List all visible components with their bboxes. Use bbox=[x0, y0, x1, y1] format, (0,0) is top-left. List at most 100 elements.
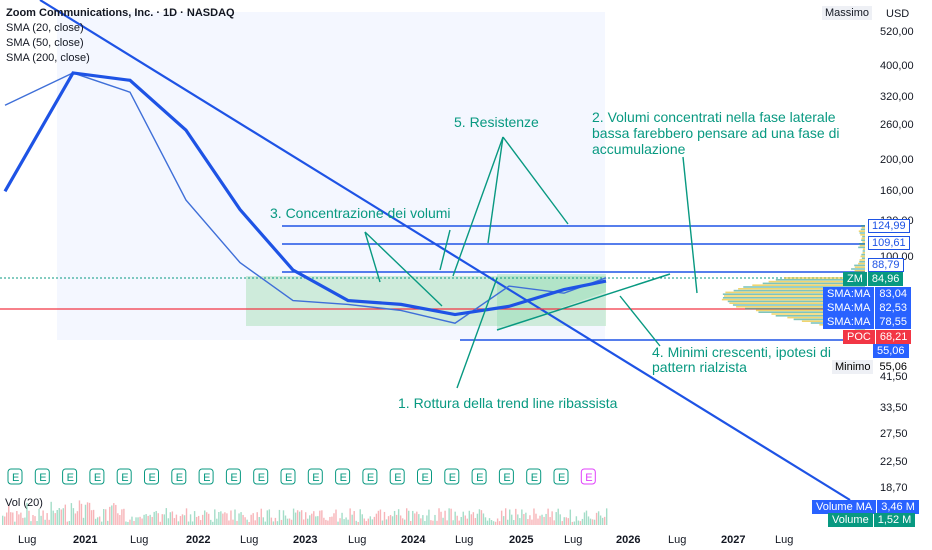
volume-bar bbox=[73, 508, 74, 525]
volume-bar bbox=[594, 520, 595, 525]
volume-bar bbox=[473, 512, 474, 525]
volume-bar bbox=[517, 514, 518, 525]
earnings-marker: E bbox=[476, 472, 483, 484]
volume-bar bbox=[95, 519, 96, 525]
volume-bar bbox=[347, 520, 348, 525]
volume-bar bbox=[305, 512, 306, 525]
volume-bar bbox=[109, 507, 110, 525]
volume-profile-bar bbox=[855, 266, 865, 268]
volume-profile-bar bbox=[862, 257, 865, 259]
volume-bar bbox=[392, 516, 393, 525]
indicator-sma200[interactable]: SMA (200, close) bbox=[6, 51, 235, 66]
volume-profile-bar bbox=[859, 261, 865, 263]
volume-bar bbox=[404, 520, 405, 525]
volume-bar bbox=[311, 514, 312, 525]
volume-bar bbox=[135, 517, 136, 525]
volume-bar bbox=[36, 521, 37, 525]
volume-bar bbox=[572, 522, 573, 525]
volume-bar bbox=[319, 511, 320, 525]
tag-109: 109,61 bbox=[868, 236, 910, 250]
tag-poc: POC 68,21 bbox=[843, 330, 911, 344]
volume-bar bbox=[216, 519, 217, 525]
volume-bar bbox=[432, 521, 433, 525]
min-tag: Minimo 55,06 bbox=[832, 360, 911, 374]
earnings-marker: E bbox=[12, 472, 19, 484]
indicator-sma20[interactable]: SMA (20, close) bbox=[6, 21, 235, 36]
volume-bar bbox=[596, 513, 597, 525]
volume-legend[interactable]: Vol (20) bbox=[5, 497, 43, 509]
time-tick: Lug bbox=[668, 534, 686, 546]
volume-bar bbox=[182, 514, 183, 525]
volume-bar bbox=[255, 520, 256, 525]
volume-bar bbox=[463, 512, 464, 525]
volume-bar bbox=[590, 519, 591, 525]
time-axis[interactable]: Lug 2021 Lug 2022 Lug 2023 Lug 2024 Lug 2025 Lug 20… bbox=[0, 530, 866, 550]
volume-bar bbox=[525, 513, 526, 525]
volume-bar bbox=[30, 521, 31, 525]
volume-bar bbox=[202, 515, 203, 525]
volume-bar bbox=[440, 512, 441, 525]
volume-bar bbox=[499, 521, 500, 525]
volume-bar bbox=[345, 517, 346, 525]
volume-bar bbox=[457, 516, 458, 525]
volume-bar bbox=[59, 508, 60, 525]
volume-bar bbox=[412, 511, 413, 525]
time-tick: 2023 bbox=[293, 534, 317, 546]
earnings-marker: E bbox=[312, 472, 319, 484]
volume-bar bbox=[40, 516, 41, 525]
volume-bar bbox=[402, 518, 403, 525]
volume-bar bbox=[545, 514, 546, 525]
volume-bar bbox=[81, 504, 82, 525]
indicator-sma50[interactable]: SMA (50, close) bbox=[6, 36, 235, 51]
volume-bar bbox=[295, 513, 296, 525]
volume-bar bbox=[436, 521, 437, 525]
volume-bar bbox=[598, 511, 599, 525]
volume-bar bbox=[139, 517, 140, 525]
volume-bar bbox=[370, 516, 371, 525]
volume-profile-bar bbox=[861, 239, 865, 241]
volume-bar bbox=[497, 518, 498, 525]
volume-bar bbox=[454, 512, 455, 525]
volume-bar bbox=[576, 516, 577, 525]
volume-bar bbox=[360, 509, 361, 525]
arrow-4 bbox=[620, 296, 660, 346]
volume-bar bbox=[87, 502, 88, 525]
volume-bar bbox=[61, 509, 62, 525]
volume-bar bbox=[287, 519, 288, 525]
volume-bar bbox=[422, 515, 423, 525]
volume-bar bbox=[321, 510, 322, 525]
volume-bar bbox=[184, 515, 185, 525]
volume-bar bbox=[521, 509, 522, 525]
volume-bar bbox=[505, 508, 506, 525]
volume-bar bbox=[107, 521, 108, 525]
earnings-marker: E bbox=[285, 472, 292, 484]
volume-bar bbox=[228, 520, 229, 525]
volume-bar bbox=[160, 522, 161, 525]
volume-bar bbox=[103, 509, 104, 525]
volume-bar bbox=[537, 519, 538, 525]
volume-bar bbox=[420, 518, 421, 525]
volume-bar bbox=[533, 508, 534, 525]
volume-bar bbox=[584, 512, 585, 525]
volume-bar bbox=[198, 516, 199, 525]
volume-bar bbox=[281, 520, 282, 525]
volume-bar bbox=[493, 521, 494, 525]
volume-bar bbox=[192, 521, 193, 525]
earnings-marker: E bbox=[203, 472, 210, 484]
earnings-marker: E bbox=[149, 472, 156, 484]
volume-bar bbox=[57, 510, 58, 525]
volume-bar bbox=[34, 516, 35, 525]
volume-profile-bar bbox=[863, 250, 865, 252]
volume-bar bbox=[149, 515, 150, 525]
volume-profile-bar bbox=[860, 245, 865, 247]
volume-bar bbox=[145, 514, 146, 525]
volume-bar bbox=[483, 513, 484, 525]
tag-zm: ZM 84,96 bbox=[843, 272, 903, 286]
volume-bars bbox=[2, 500, 607, 525]
volume-bar bbox=[444, 511, 445, 525]
volume-bar bbox=[236, 521, 237, 525]
volume-bar bbox=[154, 512, 155, 525]
volume-bar bbox=[475, 518, 476, 525]
volume-bar bbox=[515, 509, 516, 525]
